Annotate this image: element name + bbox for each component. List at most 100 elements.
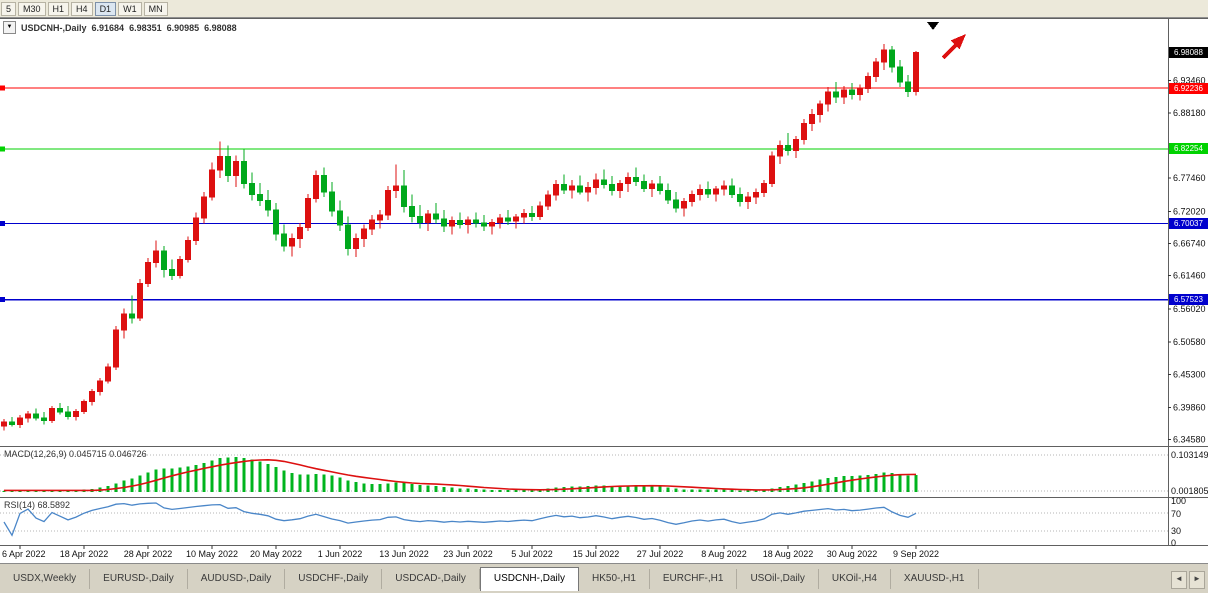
- candle: [193, 212, 199, 245]
- chart-tab-ukoil-h4[interactable]: UKOil-,H4: [819, 569, 891, 589]
- date-label: 30 Aug 2022: [827, 549, 878, 559]
- candle: [305, 193, 311, 231]
- macd-axis-max: 0.103149: [1171, 450, 1208, 460]
- chart-tabbar: USDX,Weekly EURUSD-,Daily AUDUSD-,Daily USD…: [0, 563, 1208, 593]
- candle: [873, 57, 879, 83]
- date-label: 28 Apr 2022: [124, 549, 173, 559]
- candle: [401, 170, 407, 213]
- candle: [737, 187, 743, 207]
- chart-title-close: 6.98088: [204, 22, 237, 33]
- date-label: 18 Aug 2022: [763, 549, 814, 559]
- candle: [137, 279, 143, 322]
- candle: [225, 145, 231, 183]
- date-label: 13 Jun 2022: [379, 549, 429, 559]
- chart-tab-hk50-h1[interactable]: HK50-,H1: [579, 569, 650, 589]
- chart-tab-usdcnh-daily[interactable]: USDCNH-,Daily: [479, 567, 579, 591]
- candle: [441, 210, 447, 233]
- candle: [857, 84, 863, 101]
- candle: [585, 182, 591, 202]
- hline-badge-blue-lower: 6.57523: [1169, 294, 1208, 305]
- candle: [881, 43, 887, 70]
- tab-scroll-left-icon[interactable]: ◄: [1171, 571, 1187, 589]
- candle: [249, 172, 255, 201]
- candle: [169, 259, 175, 280]
- candle: [121, 308, 127, 339]
- line-handle[interactable]: [0, 297, 5, 303]
- price-tick-label: 6.34580: [1173, 435, 1206, 445]
- date-label: 1 Jun 2022: [318, 549, 363, 559]
- candle: [833, 82, 839, 103]
- current-price-badge: 6.98088: [1169, 47, 1208, 58]
- candle: [633, 167, 639, 186]
- candle: [273, 202, 279, 241]
- timeframe-button-h4[interactable]: H4: [71, 1, 93, 16]
- candle: [217, 141, 223, 178]
- line-handle[interactable]: [0, 85, 5, 91]
- chart-title-low: 6.90985: [166, 22, 200, 33]
- date-label: 8 Aug 2022: [701, 549, 747, 559]
- macd-signal-line: [4, 458, 917, 492]
- candle: [377, 210, 383, 229]
- candle: [321, 167, 327, 197]
- date-label: 18 Apr 2022: [60, 549, 109, 559]
- timeframe-toolbar: 5 M30 H1 H4 D1 W1 MN: [0, 0, 1208, 18]
- candle: [649, 179, 655, 197]
- price-tick-label: 6.45300: [1173, 369, 1206, 379]
- collapse-chart-icon[interactable]: ▼: [3, 21, 16, 34]
- timeframe-button-w1[interactable]: W1: [118, 1, 142, 16]
- candle: [233, 155, 239, 188]
- chart-tab-usoil-daily[interactable]: USOil-,Daily: [737, 569, 819, 589]
- tab-scroll-right-icon[interactable]: ►: [1189, 571, 1205, 589]
- macd-axis-min: 0.001805: [1171, 486, 1208, 496]
- line-handle[interactable]: [0, 146, 5, 152]
- chart-tab-audusd-daily[interactable]: AUDUSD-,Daily: [188, 569, 286, 589]
- candle: [49, 405, 55, 424]
- trend-arrow-head-icon[interactable]: [950, 34, 967, 50]
- candle: [609, 176, 615, 196]
- chart-tab-xauusd-h1[interactable]: XAUUSD-,H1: [891, 569, 979, 589]
- candle: [729, 178, 735, 199]
- candle: [33, 408, 39, 421]
- candle: [17, 415, 23, 428]
- chart-tab-eurchf-h1[interactable]: EURCHF-,H1: [650, 569, 738, 589]
- timeframe-button-5[interactable]: 5: [1, 1, 17, 16]
- chart-title-open: 6.91684: [91, 22, 125, 33]
- candle: [337, 200, 343, 231]
- candle: [281, 224, 287, 252]
- rsi-name: RSI(14): [4, 500, 36, 510]
- date-label: 15 Jul 2022: [573, 549, 620, 559]
- date-label: 6 Apr 2022: [2, 549, 46, 559]
- candle: [145, 257, 151, 288]
- chart-tab-usdchf-daily[interactable]: USDCHF-,Daily: [285, 569, 383, 589]
- candle: [353, 233, 359, 258]
- chart-tab-usdcad-daily[interactable]: USDCAD-,Daily: [382, 569, 480, 589]
- candle: [769, 151, 775, 188]
- chart-tab-eurusd-daily[interactable]: EURUSD-,Daily: [90, 569, 188, 589]
- candle: [793, 135, 799, 158]
- down-triangle-marker[interactable]: [927, 22, 939, 30]
- timeframe-button-d1[interactable]: D1: [94, 1, 117, 16]
- candle: [681, 198, 687, 217]
- timeframe-button-m30[interactable]: M30: [18, 1, 46, 16]
- candle: [41, 412, 47, 425]
- timeframe-button-mn[interactable]: MN: [143, 1, 168, 16]
- candle: [481, 215, 487, 231]
- rsi-value: 68.5892: [37, 500, 71, 510]
- candle: [505, 210, 511, 225]
- price-tick-label: 6.66740: [1173, 239, 1206, 249]
- chart-tab-usdx-weekly[interactable]: USDX,Weekly: [0, 569, 91, 589]
- candle: [513, 213, 519, 229]
- date-label: 27 Jul 2022: [637, 549, 684, 559]
- candle: [297, 223, 303, 249]
- candle: [209, 162, 215, 201]
- price-tick-label: 6.77460: [1173, 173, 1206, 183]
- line-handle[interactable]: [0, 220, 5, 226]
- rsi-level-70: 70: [1171, 509, 1182, 519]
- candle: [257, 182, 263, 206]
- hline-badge-red: 6.92236: [1169, 83, 1208, 94]
- candle: [705, 181, 711, 199]
- candle: [497, 213, 503, 229]
- timeframe-button-h1[interactable]: H1: [47, 1, 70, 16]
- trend-arrow-shaft[interactable]: [941, 42, 959, 60]
